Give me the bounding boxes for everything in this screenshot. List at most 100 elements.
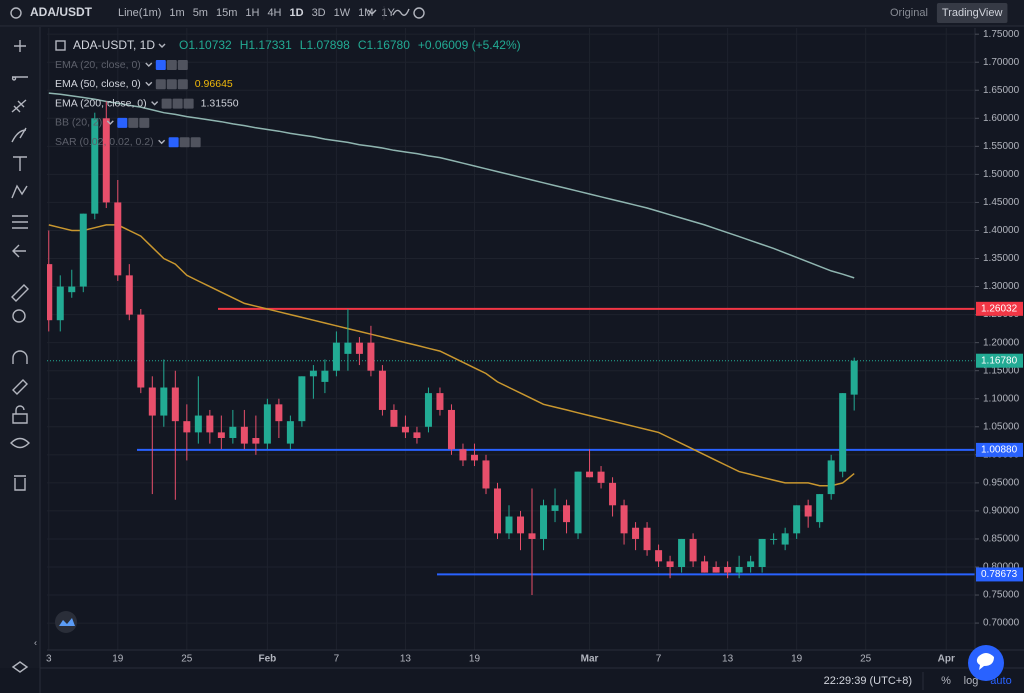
zoom-tool[interactable] — [12, 309, 26, 323]
candle-body — [724, 566, 732, 573]
price-axis-label: 1.16780 — [981, 355, 1018, 366]
lock-tool[interactable] — [12, 405, 28, 424]
indicator-action[interactable] — [179, 137, 190, 148]
chart-style-button[interactable] — [392, 8, 410, 16]
candle-body — [643, 527, 651, 551]
symbol-icon[interactable] — [10, 7, 22, 19]
interval-button[interactable]: 1H — [245, 7, 259, 19]
indicator-action[interactable] — [183, 98, 194, 109]
indicator-name: SAR (0.02, 0.02, 0.2) — [55, 136, 154, 148]
interval-button[interactable]: 1Y — [381, 7, 395, 19]
indicator-name: EMA (200, close, 0) — [55, 97, 147, 109]
indicator-action[interactable] — [166, 79, 177, 90]
interval-button[interactable]: 1M — [358, 7, 373, 19]
prediction-tool[interactable] — [12, 215, 28, 229]
indicator-action[interactable] — [177, 79, 188, 90]
top-toolbar — [0, 0, 1024, 26]
candle-body — [401, 426, 409, 433]
indicator-action[interactable] — [172, 98, 183, 109]
view-button[interactable]: Original — [890, 7, 928, 19]
candle-body — [206, 415, 214, 433]
indicator-action[interactable] — [190, 137, 201, 148]
indicator-dropdown[interactable] — [106, 120, 114, 125]
indicator-action[interactable] — [155, 60, 166, 70]
candle-body — [528, 533, 536, 539]
indicator-action[interactable] — [139, 117, 150, 128]
collapse-arrow[interactable]: ‹ — [34, 637, 37, 647]
candle-body — [747, 561, 755, 567]
candle-body — [839, 393, 847, 472]
layers-tool[interactable] — [11, 661, 29, 673]
candle-body — [424, 393, 432, 427]
x-tick-label: 7 — [334, 654, 340, 665]
candle-body — [137, 314, 145, 388]
tv-logo[interactable] — [55, 611, 77, 633]
y-tick-label: 0.85000 — [983, 534, 1020, 545]
indicator-action[interactable] — [155, 79, 166, 90]
indicator-dropdown[interactable] — [145, 81, 153, 87]
interval-button[interactable]: 5m — [193, 7, 208, 19]
lock-draw-tool[interactable] — [12, 379, 28, 395]
interval-button[interactable]: Line(1m) — [118, 7, 161, 19]
line-tool[interactable] — [11, 76, 28, 81]
candle-body — [240, 426, 248, 444]
y-tick-label: 0.90000 — [983, 506, 1020, 517]
indicator-dropdown[interactable] — [151, 101, 159, 106]
interval-button[interactable]: 1W — [334, 7, 351, 19]
candle-body — [332, 342, 340, 371]
indicator-action[interactable] — [161, 98, 172, 109]
candle-body — [609, 482, 617, 506]
indicator-dropdown[interactable] — [145, 62, 153, 67]
ohlc-value: +0.06009 (+5.42%) — [418, 38, 521, 52]
trash-tool[interactable] — [14, 475, 26, 491]
indicator-action[interactable] — [166, 60, 177, 70]
settings-button[interactable] — [413, 7, 425, 19]
magnet-tool[interactable] — [12, 350, 28, 364]
candle-body — [229, 426, 237, 438]
scale-button[interactable]: % — [941, 675, 951, 687]
y-tick-label: 0.95000 — [983, 478, 1020, 489]
interval-button[interactable]: 4H — [267, 7, 281, 19]
interval-button[interactable]: 1m — [169, 7, 184, 19]
candle-body — [827, 460, 835, 495]
indicator-action[interactable] — [177, 60, 188, 70]
ruler-tool[interactable] — [11, 284, 29, 302]
chat-icon — [976, 653, 994, 670]
indicator-action[interactable] — [117, 117, 128, 128]
y-tick-label: 1.20000 — [983, 337, 1020, 348]
text-tool[interactable] — [13, 156, 27, 171]
candle-body — [114, 202, 122, 276]
interval-button[interactable]: 3D — [312, 7, 326, 19]
interval-dropdown[interactable] — [367, 9, 377, 15]
candle-body — [540, 505, 548, 539]
pattern-tool[interactable] — [11, 184, 28, 199]
collapse-legend[interactable] — [55, 40, 66, 51]
candle-body — [793, 505, 801, 534]
fib-tool[interactable] — [11, 99, 27, 113]
indicator-action[interactable] — [128, 117, 139, 128]
ema-line — [48, 224, 855, 487]
x-tick-label: 19 — [112, 654, 124, 665]
interval-button[interactable]: 1D — [290, 7, 304, 19]
eye-tool[interactable] — [10, 437, 30, 449]
crosshair-tool[interactable] — [14, 40, 26, 52]
y-tick-label: 1.70000 — [983, 57, 1020, 68]
indicator-action[interactable] — [168, 137, 179, 148]
symbol[interactable]: ADA/USDT — [30, 5, 93, 19]
scale-button[interactable]: log — [964, 675, 979, 687]
title-dropdown[interactable] — [158, 43, 166, 48]
candle-body — [344, 342, 352, 354]
candle-body — [125, 275, 133, 315]
candle-body — [712, 566, 720, 573]
candle-body — [505, 516, 513, 534]
interval-button[interactable]: 15m — [216, 7, 237, 19]
view-button[interactable]: TradingView — [942, 7, 1003, 19]
brush-tool[interactable] — [11, 127, 27, 143]
candle-body — [620, 505, 628, 534]
candle-body — [91, 118, 99, 214]
indicator-dropdown[interactable] — [158, 139, 166, 145]
back-tool[interactable] — [12, 244, 26, 258]
y-tick-label: 1.45000 — [983, 197, 1020, 208]
x-tick-label: 25 — [860, 654, 872, 665]
